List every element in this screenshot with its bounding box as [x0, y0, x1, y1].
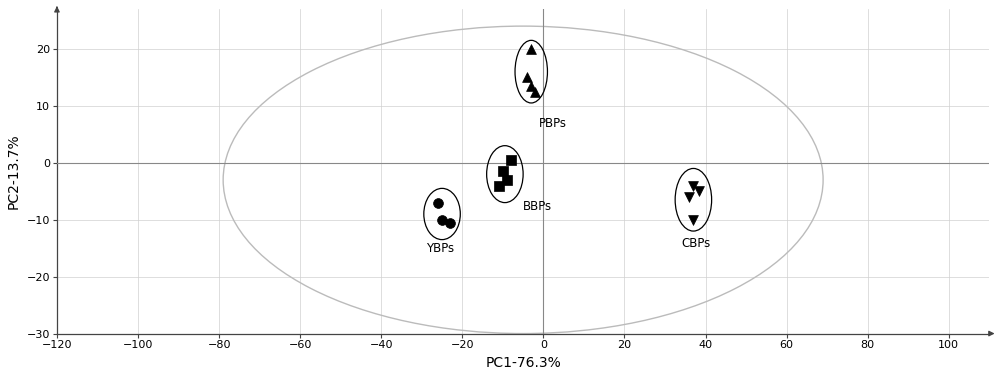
Point — [491, 182, 507, 188]
Point — [691, 188, 707, 194]
X-axis label: PC1-76.3%: PC1-76.3% — [485, 356, 561, 370]
Text: YBPs: YBPs — [426, 242, 454, 256]
Point — [685, 182, 701, 188]
Y-axis label: PC2-13.7%: PC2-13.7% — [7, 133, 21, 209]
Point — [685, 217, 701, 223]
Point — [523, 83, 539, 89]
Point — [523, 46, 539, 52]
Text: PBPs: PBPs — [539, 117, 567, 130]
Point — [503, 157, 519, 163]
Point — [681, 194, 697, 200]
Point — [495, 168, 511, 174]
Text: CBPs: CBPs — [681, 237, 710, 250]
Point — [527, 89, 543, 95]
Point — [519, 74, 535, 80]
Point — [442, 219, 458, 225]
Text: BBPs: BBPs — [523, 200, 552, 213]
Point — [434, 217, 450, 223]
Point — [430, 199, 446, 205]
Point — [499, 177, 515, 183]
